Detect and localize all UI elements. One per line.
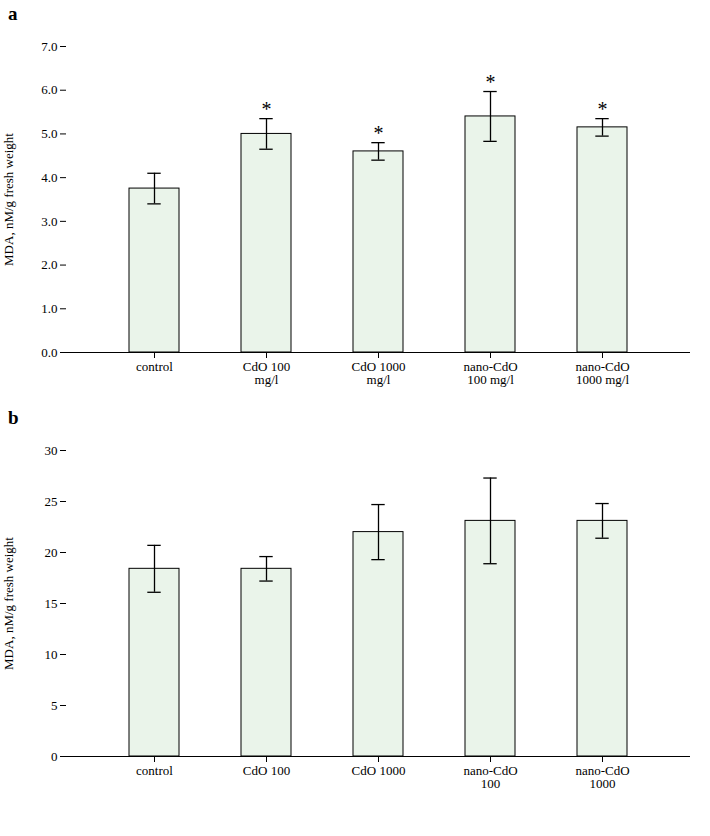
svg-text:*: * (374, 122, 384, 144)
svg-text:5.0: 5.0 (41, 126, 57, 141)
svg-text:nano-CdO1000 mg/l: nano-CdO1000 mg/l (575, 359, 629, 387)
svg-text:0.0: 0.0 (41, 345, 57, 360)
svg-text:MDA, nM/g fresh weight: MDA, nM/g fresh weight (1, 133, 16, 266)
svg-text:CdO 100: CdO 100 (243, 763, 290, 778)
svg-text:*: * (598, 98, 608, 120)
svg-text:nano-CdO100 mg/l: nano-CdO100 mg/l (463, 359, 517, 387)
svg-text:7.0: 7.0 (41, 39, 57, 54)
svg-text:nano-CdO100: nano-CdO100 (463, 763, 517, 791)
svg-text:*: * (486, 71, 496, 93)
svg-text:CdO 100mg/l: CdO 100mg/l (243, 359, 290, 387)
svg-text:control: control (136, 359, 173, 374)
svg-text:nano-CdO1000: nano-CdO1000 (575, 763, 629, 791)
svg-text:25: 25 (45, 494, 58, 509)
svg-text:MDA, nM/g fresh weight: MDA, nM/g fresh weight (1, 537, 16, 670)
svg-text:CdO 1000: CdO 1000 (352, 763, 406, 778)
svg-text:control: control (136, 763, 173, 778)
svg-text:5: 5 (51, 698, 58, 713)
svg-text:CdO 1000mg/l: CdO 1000mg/l (352, 359, 406, 387)
svg-text:6.0: 6.0 (41, 82, 57, 97)
svg-text:20: 20 (45, 545, 58, 560)
svg-text:3.0: 3.0 (41, 214, 57, 229)
svg-text:0: 0 (51, 749, 58, 764)
svg-text:15: 15 (45, 596, 58, 611)
svg-text:30: 30 (45, 443, 58, 458)
svg-text:2.0: 2.0 (41, 257, 57, 272)
html-text:b: b (8, 407, 19, 428)
svg-text:*: * (262, 98, 272, 120)
html-text:a: a (8, 3, 18, 24)
svg-text:10: 10 (45, 647, 58, 662)
svg-text:1.0: 1.0 (41, 301, 57, 316)
svg-text:4.0: 4.0 (41, 170, 57, 185)
